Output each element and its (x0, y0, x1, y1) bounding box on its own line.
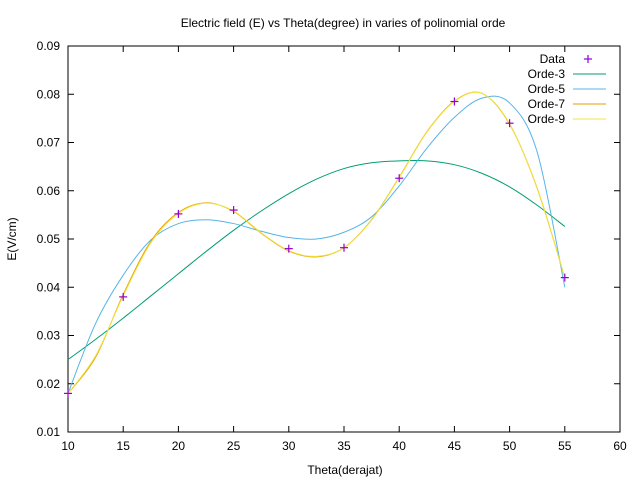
legend-label: Orde-7 (528, 97, 566, 111)
x-tick-label: 10 (61, 439, 75, 453)
series-line-orde-5 (67, 95, 566, 394)
series-lines (67, 91, 566, 394)
x-tick-label: 30 (282, 439, 296, 453)
y-tick-label: 0.07 (37, 136, 61, 150)
x-tick-label: 40 (393, 439, 407, 453)
x-tick-label: 35 (337, 439, 351, 453)
legend-label: Orde-9 (528, 112, 566, 126)
x-axis-label: Theta(derajat) (307, 463, 382, 477)
data-point (174, 209, 183, 218)
y-tick-label: 0.08 (37, 87, 61, 101)
x-tick-label: 50 (503, 439, 517, 453)
data-point (64, 389, 72, 398)
x-tick-label: 45 (448, 439, 462, 453)
series-line-orde-7 (67, 91, 566, 394)
data-point (229, 206, 238, 215)
data-point (505, 119, 514, 128)
x-tick-label: 60 (613, 439, 627, 453)
data-point (450, 97, 459, 106)
data-point (560, 273, 569, 282)
data-point (340, 243, 348, 252)
series-line-orde-9 (67, 91, 566, 394)
data-point (119, 292, 128, 301)
y-axis-label: E(V/cm) (5, 217, 19, 260)
y-tick-label: 0.04 (37, 280, 61, 294)
chart-title: Electric field (E) vs Theta(degree) in v… (181, 16, 506, 30)
data-point (395, 174, 404, 183)
data-points (64, 97, 569, 398)
legend-label: Orde-3 (528, 67, 566, 81)
data-point (284, 244, 293, 253)
x-tick-label: 15 (117, 439, 131, 453)
x-tick-label: 20 (172, 439, 186, 453)
legend-label: Orde-5 (528, 82, 566, 96)
series-line-orde-3 (67, 159, 566, 361)
y-tick-label: 0.03 (37, 329, 61, 343)
y-tick-label: 0.01 (37, 425, 61, 439)
y-tick-label: 0.02 (37, 377, 61, 391)
y-tick-label: 0.05 (37, 232, 61, 246)
y-tick-label: 0.06 (37, 184, 61, 198)
x-tick-label: 55 (558, 439, 572, 453)
y-tick-label: 0.09 (37, 39, 61, 53)
x-tick-label: 25 (227, 439, 241, 453)
axes: 10 15 20 25 30 35 40 45 50 55 60 0.01 0.02 0.03 0.04 0.… (37, 39, 627, 453)
legend-label: Data (540, 52, 566, 66)
